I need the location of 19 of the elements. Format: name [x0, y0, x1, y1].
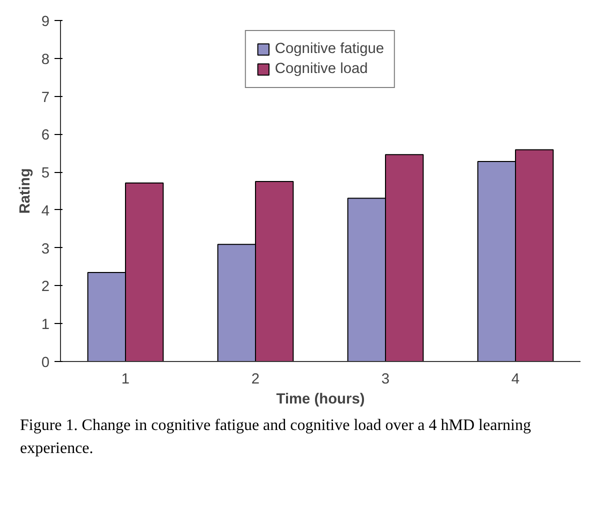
x-tick-label: 4	[511, 372, 520, 388]
legend-label: Cognitive fatigue	[274, 41, 384, 57]
x-tick-label: 2	[251, 372, 260, 388]
y-tick-label: 2	[41, 279, 50, 296]
y-tick-label: 1	[41, 317, 50, 334]
y-tick-label: 3	[41, 241, 50, 258]
y-tick-label: 8	[41, 52, 50, 68]
legend-label: Cognitive load	[274, 61, 368, 77]
y-tick-label: 6	[41, 128, 50, 144]
x-tick-label: 3	[381, 372, 390, 388]
caption: Figure 1. Change in cognitive fatigue and cognitive load over a 4 hMD learning experience.	[20, 416, 532, 459]
x-tick-label: 1	[121, 372, 130, 388]
y-axis-title: Rating	[17, 168, 34, 214]
y-tick-label: 4	[41, 203, 50, 220]
y-tick-label: 5	[41, 166, 50, 182]
y-tick-label: 9	[41, 14, 50, 30]
y-tick-label: 0	[41, 355, 50, 371]
y-tick-label: 7	[41, 90, 50, 106]
x-axis-title: Time (hours)	[276, 392, 365, 408]
